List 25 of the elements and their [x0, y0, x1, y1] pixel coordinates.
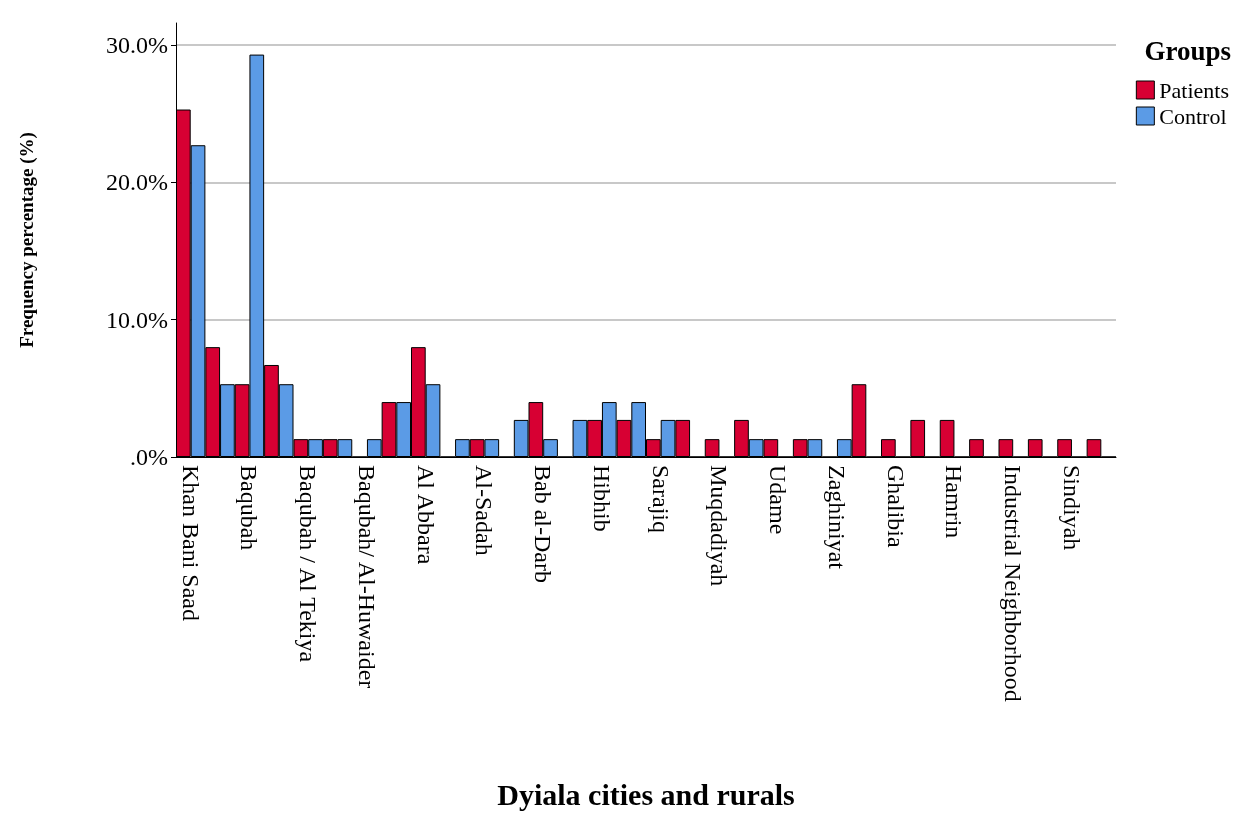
- x-tick-label: Baqubah: [236, 465, 263, 551]
- y-tick-label: 30.0%: [106, 31, 168, 58]
- x-tick-label: Al Abbara: [412, 465, 439, 565]
- x-tick-label: Hibhib: [588, 465, 615, 532]
- y-tick-label: .0%: [130, 444, 168, 470]
- x-tick-label: Udame: [765, 465, 792, 535]
- x-tick-label: Al-Sadah: [471, 465, 498, 556]
- x-tick-label: Bab al-Darb: [530, 465, 557, 583]
- y-axis-title: Frequency percentage (%): [16, 132, 38, 348]
- legend-label: Patients: [1159, 77, 1230, 103]
- x-axis-title: Dyiala cities and rurals: [497, 777, 795, 811]
- x-tick-label: Zaghiniyat: [823, 465, 850, 570]
- x-tick-label: Sarajiq: [647, 465, 674, 533]
- y-tick-label: 10.0%: [106, 306, 168, 333]
- x-tick-label: Industrial Neighborhood: [1000, 465, 1027, 702]
- x-tick-label: Hamrin: [941, 465, 968, 539]
- legend-label: Control: [1159, 103, 1227, 129]
- x-tick-label: Baqubah/ Al-Huwaider: [353, 465, 380, 689]
- x-tick-label: Baqubah / Al Tekiya: [295, 465, 322, 663]
- legend-title: Groups: [1144, 35, 1232, 66]
- x-tick-label: Sindiyah: [1058, 465, 1085, 551]
- y-tick-label: 20.0%: [106, 169, 168, 196]
- x-tick-label: Muqdadiyah: [706, 465, 733, 587]
- x-tick-label: Khan Bani Saad: [177, 465, 204, 621]
- x-tick-label: Ghalibia: [882, 465, 909, 548]
